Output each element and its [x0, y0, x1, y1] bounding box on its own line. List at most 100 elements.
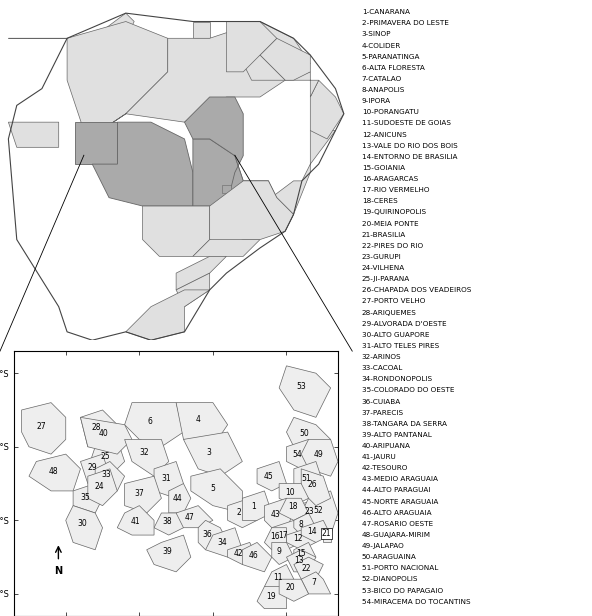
Text: 33-CACOAL: 33-CACOAL [362, 365, 403, 371]
Text: 13-VALE DO RIO DOS BOIS: 13-VALE DO RIO DOS BOIS [362, 143, 458, 148]
Polygon shape [143, 206, 210, 256]
Text: 45: 45 [263, 472, 273, 480]
Polygon shape [222, 185, 231, 193]
Text: 28: 28 [92, 423, 101, 432]
Text: 21: 21 [321, 529, 331, 538]
Polygon shape [294, 498, 331, 528]
Polygon shape [310, 80, 344, 139]
Polygon shape [301, 469, 331, 506]
Polygon shape [294, 557, 323, 579]
Text: 6: 6 [147, 417, 152, 426]
Polygon shape [176, 256, 226, 290]
Text: 54: 54 [292, 450, 303, 459]
Polygon shape [66, 506, 102, 549]
Text: 36: 36 [203, 530, 213, 538]
Text: 5: 5 [211, 484, 215, 493]
Polygon shape [287, 439, 316, 469]
Text: 15: 15 [297, 549, 306, 558]
Polygon shape [242, 491, 272, 521]
Text: 3-SINOP: 3-SINOP [362, 31, 391, 38]
Polygon shape [242, 543, 272, 572]
Polygon shape [81, 410, 117, 447]
Text: 17: 17 [278, 530, 288, 540]
Text: 46: 46 [249, 551, 258, 561]
Polygon shape [176, 403, 228, 447]
Polygon shape [198, 521, 228, 549]
Text: 54-MIRACEMA DO TOCANTINS: 54-MIRACEMA DO TOCANTINS [362, 599, 471, 605]
Text: 40-ARIPUANA: 40-ARIPUANA [362, 443, 411, 449]
Polygon shape [265, 498, 294, 528]
Polygon shape [169, 484, 191, 513]
Text: 20: 20 [285, 583, 295, 593]
Polygon shape [257, 461, 287, 491]
Text: 39: 39 [163, 548, 173, 556]
Text: 9-IPORA: 9-IPORA [362, 98, 391, 104]
Text: 50: 50 [300, 429, 309, 437]
Text: 32-ARINOS: 32-ARINOS [362, 354, 401, 360]
Text: 37-PARECIS: 37-PARECIS [362, 410, 404, 416]
Polygon shape [279, 484, 308, 506]
Text: 23-GURUPI: 23-GURUPI [362, 254, 401, 260]
Text: 40: 40 [99, 429, 109, 438]
Polygon shape [287, 549, 316, 572]
Polygon shape [260, 38, 310, 80]
Polygon shape [301, 439, 338, 476]
Polygon shape [126, 290, 210, 340]
Polygon shape [205, 528, 242, 557]
Text: 15-GOIANIA: 15-GOIANIA [362, 165, 405, 171]
Polygon shape [228, 543, 257, 564]
Polygon shape [154, 461, 184, 498]
Polygon shape [323, 528, 331, 543]
Text: 27-PORTO VELHO: 27-PORTO VELHO [362, 298, 425, 304]
Text: 52-DIANOPOLIS: 52-DIANOPOLIS [362, 577, 419, 583]
Polygon shape [294, 461, 323, 498]
Text: 14: 14 [307, 527, 317, 536]
Text: 5-PARANATINGA: 5-PARANATINGA [362, 54, 420, 60]
Text: 53: 53 [297, 383, 306, 391]
Polygon shape [279, 579, 308, 601]
Text: 19-QUIRINOPOLIS: 19-QUIRINOPOLIS [362, 209, 426, 216]
Polygon shape [124, 439, 169, 476]
Polygon shape [185, 97, 243, 206]
Polygon shape [287, 418, 331, 454]
Text: 25: 25 [100, 452, 110, 461]
Polygon shape [88, 469, 117, 506]
Text: 16: 16 [271, 532, 280, 541]
Polygon shape [154, 513, 184, 535]
Polygon shape [101, 22, 310, 131]
Text: 7-CATALAO: 7-CATALAO [362, 76, 402, 82]
Text: 28-ARIQUEMES: 28-ARIQUEMES [362, 309, 417, 315]
Text: 47: 47 [185, 513, 195, 522]
Text: 12-ANICUNS: 12-ANICUNS [362, 132, 407, 137]
Text: 19: 19 [266, 592, 275, 601]
Text: 36-CUIABA: 36-CUIABA [362, 399, 401, 405]
Text: 1-CANARANA: 1-CANARANA [362, 9, 410, 15]
Polygon shape [243, 131, 336, 214]
Text: 11: 11 [273, 573, 282, 583]
Polygon shape [147, 535, 191, 572]
Text: 26: 26 [307, 480, 317, 489]
Text: 16-ARAGARCAS: 16-ARAGARCAS [362, 176, 418, 182]
Text: 24: 24 [94, 482, 104, 490]
Polygon shape [287, 528, 316, 549]
Text: 49: 49 [313, 450, 323, 459]
Text: 18: 18 [288, 503, 297, 511]
Text: 17-RIO VERMELHO: 17-RIO VERMELHO [362, 187, 429, 193]
Polygon shape [124, 476, 162, 513]
Text: 52: 52 [313, 506, 323, 516]
Text: 45-NORTE ARAGUAIA: 45-NORTE ARAGUAIA [362, 498, 438, 505]
Polygon shape [226, 22, 277, 72]
Text: 2: 2 [236, 508, 241, 517]
Text: 39-ALTO PANTANAL: 39-ALTO PANTANAL [362, 432, 432, 438]
Polygon shape [117, 506, 154, 535]
Polygon shape [279, 498, 308, 521]
Text: 38: 38 [163, 517, 172, 526]
Text: 35-COLORADO DO OESTE: 35-COLORADO DO OESTE [362, 387, 454, 394]
Text: 7: 7 [311, 578, 316, 588]
Text: 24-VILHENA: 24-VILHENA [362, 265, 405, 271]
Polygon shape [92, 122, 193, 206]
Text: 37: 37 [134, 489, 144, 498]
Text: 44-ALTO PARAGUAI: 44-ALTO PARAGUAI [362, 487, 430, 493]
Polygon shape [193, 231, 260, 256]
Polygon shape [193, 139, 243, 206]
